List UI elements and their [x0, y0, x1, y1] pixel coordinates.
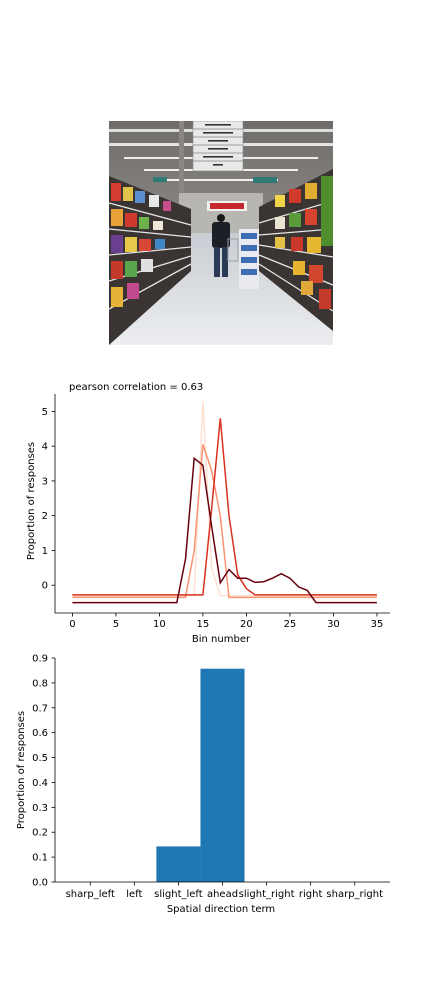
y-tick-label: 0.9: [32, 654, 48, 665]
x-axis-label: Spatial direction term: [167, 904, 275, 915]
x-tick-label: sharp_left: [66, 889, 115, 900]
x-tick-label: 20: [240, 619, 253, 630]
x-axis-label: Bin number: [192, 634, 251, 645]
correlation-annotation: pearson correlation = 0.63: [69, 382, 203, 393]
y-tick-label: 0.5: [32, 753, 48, 764]
y-tick-label: 1: [42, 546, 48, 557]
direction-bar-chart: sharp_left left slight_left ahead slight_rig…: [16, 654, 390, 915]
y-tick-label: 0.0: [32, 878, 48, 889]
x-tick-label: sharp_right: [326, 889, 383, 900]
x-tick-label: 35: [371, 619, 384, 630]
x-tick-label: 0: [69, 619, 75, 630]
y-tick-label: 0.2: [32, 828, 48, 839]
bin-response-line-chart: pearson correlation = 0.63 0 5 10 15 20 25 30 3…: [26, 382, 390, 645]
y-tick-label: 0.8: [32, 678, 48, 689]
line-series-2: [72, 444, 377, 599]
y-tick-label: 0.6: [32, 728, 48, 739]
y-axis-label: Proportion of responses: [26, 442, 37, 560]
line-series-3: [72, 418, 377, 596]
x-tick-label: slight_left: [154, 889, 203, 900]
x-tick-label: 15: [197, 619, 210, 630]
x-tick-label: slight_right: [239, 889, 295, 900]
y-tick-label: 0: [42, 581, 48, 592]
bar-slight_left: [156, 846, 201, 882]
supermarket-aisle-photo: [109, 121, 333, 345]
y-tick-label: 3: [42, 476, 48, 487]
y-tick-label: 0.1: [32, 853, 48, 864]
x-tick-label: 10: [153, 619, 166, 630]
y-tick-label: 0.4: [32, 778, 48, 789]
x-tick-label: left: [126, 889, 142, 900]
y-tick-label: 4: [42, 442, 48, 453]
x-tick-label: 5: [113, 619, 119, 630]
y-tick-label: 2: [42, 511, 48, 522]
x-tick-label: 25: [284, 619, 297, 630]
y-tick-label: 5: [42, 407, 48, 418]
x-tick-label: right: [299, 889, 323, 900]
line-series-4: [72, 456, 377, 604]
line-series-1: [72, 400, 377, 597]
x-tick-label: 30: [327, 619, 340, 630]
y-tick-label: 0.7: [32, 703, 48, 714]
y-tick-label: 0.3: [32, 803, 48, 814]
bar-ahead: [200, 668, 245, 882]
y-axis-label: Proportion of responses: [16, 711, 27, 829]
x-tick-label: ahead: [207, 889, 238, 900]
